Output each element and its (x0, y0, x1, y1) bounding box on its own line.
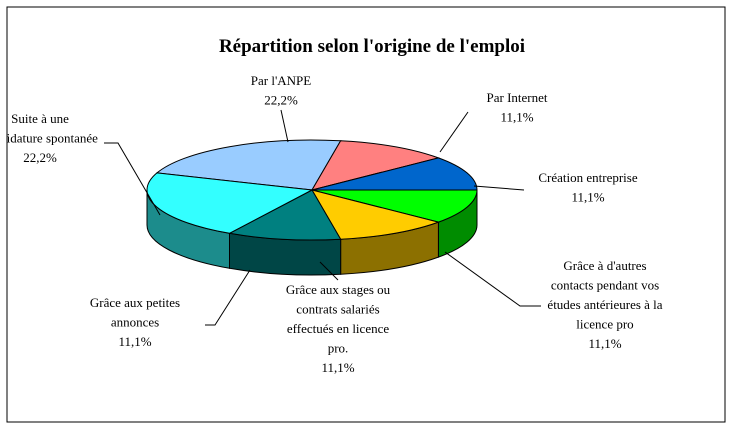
slice-top (310, 140, 441, 191)
leader-line (280, 109, 289, 143)
slice-label: Grâce à d'autres contacts pendant vos étud… (547, 258, 662, 332)
slice-top (311, 157, 478, 191)
slice-label: Par l'ANPE (251, 73, 312, 88)
slice-top (227, 189, 342, 241)
slice-value-label: 11,1% (571, 190, 604, 205)
slice-label: Suite à unecandidature spontanée (0, 111, 98, 146)
slice-label: Grâce aux petites annonces (90, 295, 180, 330)
leader-line (205, 269, 251, 326)
leader-line (444, 251, 541, 307)
leader-line (319, 261, 339, 281)
slice-value-label: 11,1% (118, 334, 151, 349)
slice-top (311, 189, 478, 223)
slice-value-label: 11,1% (588, 336, 621, 351)
slice-label: Grâce aux stages ou contrats salariés effe… (286, 282, 391, 356)
slice-top (310, 189, 441, 240)
chart-title: Répartition selon l'origine de l'emploi (219, 36, 525, 57)
slice-value-label: 11,1% (321, 360, 354, 375)
slice-label: Par Internet (486, 90, 547, 105)
slice-top (146, 172, 314, 234)
leader-line (104, 142, 161, 216)
slice-value-label: 11,1% (500, 110, 533, 125)
slice-value-label: 22,2% (264, 93, 298, 108)
plot: Par l'ANPE 22,2% Par Internet 11,1% Création… (0, 73, 663, 375)
pie-tops (146, 139, 478, 241)
leader-line (473, 185, 525, 191)
slice-label: Création entreprise (538, 170, 637, 185)
slice-value-label: 22,2% (23, 150, 57, 165)
leader-line (439, 111, 469, 153)
